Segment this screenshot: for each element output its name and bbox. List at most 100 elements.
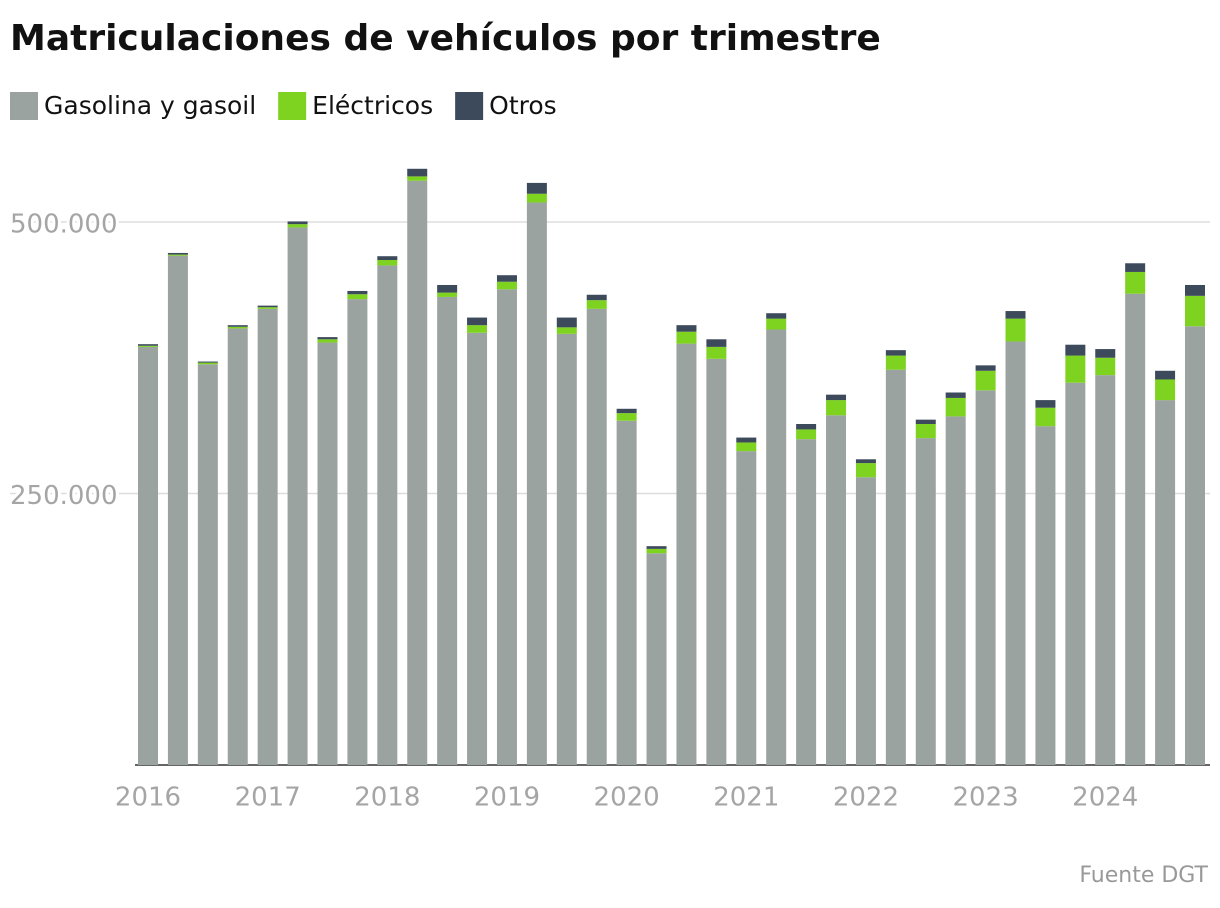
bar-segment [1065, 382, 1086, 765]
bar-segment [197, 364, 218, 765]
bar-segment [138, 344, 158, 346]
bar-segment [975, 365, 996, 371]
bar-segment [317, 337, 338, 340]
bar-segment [467, 317, 488, 326]
bar-segment [1155, 379, 1176, 401]
bar-segment [1095, 349, 1116, 358]
legend-label: Eléctricos [312, 91, 433, 120]
bar-segment [467, 332, 488, 765]
bar-segment [826, 394, 847, 401]
bar-segment [616, 413, 637, 421]
bar-segment [586, 300, 607, 309]
bar-segment [556, 333, 577, 765]
bar-segment [766, 318, 787, 330]
bar-segment [855, 463, 876, 478]
x-tick-label: 2017 [235, 783, 301, 813]
legend-swatch [455, 92, 484, 120]
bar-segment [287, 227, 308, 765]
bar-segment [347, 290, 368, 295]
bar-segment [736, 451, 757, 765]
bar-segment [826, 415, 847, 765]
x-tick-label: 2022 [833, 783, 899, 813]
bar-segment [706, 339, 727, 347]
bar-segment [945, 397, 966, 417]
bar-segment [526, 202, 547, 765]
bar-segment [1155, 400, 1176, 765]
bar-segment [317, 342, 338, 765]
bar-segment [437, 296, 458, 765]
source: Fuente DGT [1079, 863, 1208, 888]
bar-segment [766, 329, 787, 765]
bar-segment [138, 346, 158, 765]
x-tick-label: 2018 [354, 783, 420, 813]
bar-segment [1005, 311, 1026, 319]
bar-segment [1125, 271, 1146, 294]
legend: Gasolina y gasoil Eléctricos Otros [10, 91, 557, 120]
x-tick-label: 2019 [474, 783, 540, 813]
legend-swatch [10, 92, 38, 120]
bar-segment [1005, 341, 1026, 765]
bar-segment [915, 423, 936, 439]
bar-segment [796, 423, 817, 430]
bar-segment [1035, 400, 1056, 408]
bar-segment [556, 317, 577, 328]
bar-segment [1095, 375, 1116, 765]
chart-title: Matriculaciones de vehículos por trimest… [10, 18, 881, 59]
bar-segment [1125, 263, 1146, 272]
bar-segment [347, 299, 368, 765]
bar-segment [646, 553, 667, 765]
bar-segment [855, 477, 876, 765]
bar-segment [496, 289, 517, 765]
bar-segment [796, 429, 817, 440]
bar-segment [826, 400, 847, 416]
y-tick-label: 500.000 [10, 210, 118, 240]
bar-segment [616, 408, 637, 414]
bar-segment [1185, 326, 1205, 765]
bar-segment [556, 327, 577, 334]
bar-segment [766, 313, 787, 319]
bar-segment [915, 438, 936, 765]
bar-segment [138, 345, 158, 347]
bar-segment [496, 275, 517, 282]
bar-segment [407, 180, 428, 765]
bar-segment [377, 265, 398, 765]
bar-segment [526, 193, 547, 203]
bar-segment [1005, 318, 1026, 342]
bar-segment [1185, 284, 1205, 296]
bar-segment [796, 439, 817, 765]
bar-segment [227, 326, 248, 329]
bar-segment [496, 281, 517, 290]
x-tick-label: 2016 [115, 783, 181, 813]
bar-segment [1035, 426, 1056, 765]
x-tick-label: 2021 [713, 783, 779, 813]
bar-segment [467, 325, 488, 333]
y-tick-label: 250.000 [10, 481, 118, 511]
bar-segment [855, 459, 876, 464]
bar-segment [1095, 357, 1116, 376]
legend-label: Otros [489, 91, 557, 120]
bar-segment [945, 416, 966, 765]
bar-segment [616, 420, 637, 765]
bar-segment [167, 252, 188, 255]
bar-segment [736, 442, 757, 452]
bar-segment [1185, 295, 1205, 327]
bar-segment [586, 308, 607, 765]
legend-label: Gasolina y gasoil [44, 91, 256, 120]
bar-segment [227, 325, 248, 327]
bar-segment [257, 307, 278, 309]
bar-segment [736, 437, 757, 443]
bar-segment [377, 256, 398, 261]
x-tick-label: 2024 [1072, 783, 1138, 813]
bar-segment [257, 308, 278, 765]
bar-segment [676, 325, 697, 332]
bar-segment [407, 168, 428, 177]
legend-swatch [278, 92, 307, 120]
bar-segment [317, 339, 338, 343]
bar-segment [526, 182, 547, 194]
bar-segment [437, 292, 458, 297]
bar-segment [407, 176, 428, 181]
bar-segment [347, 294, 368, 300]
x-tick-label: 2020 [594, 783, 660, 813]
bar-segment [586, 294, 607, 301]
